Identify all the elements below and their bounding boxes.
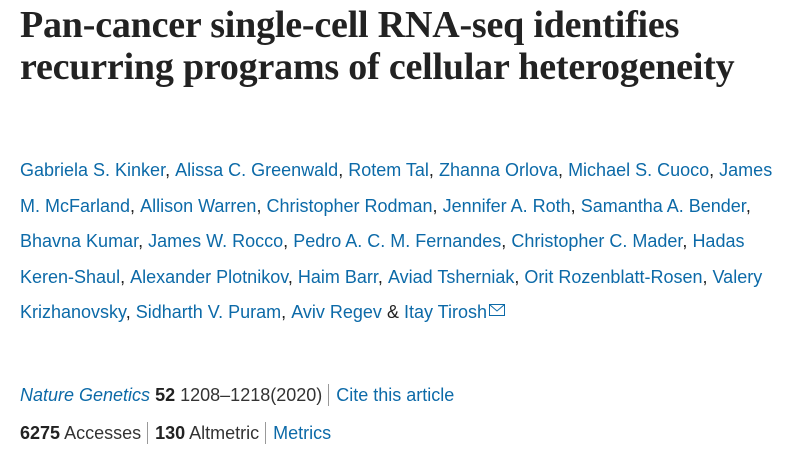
author-name[interactable]: Haim Barr [297,266,378,287]
author-item: Rotem Tal [348,160,434,180]
metrics-link[interactable]: Metrics [273,423,332,443]
author-name[interactable]: Samantha A. Bender [580,195,746,216]
author-item: Gabriela S. Kinker [20,160,170,180]
journal-name[interactable]: Nature Genetics [20,385,151,405]
author-name[interactable]: Jennifer A. Roth [442,195,571,216]
author-name[interactable]: Gabriela S. Kinker [20,160,166,180]
article-title: Pan-cancer single-cell RNA-seq identifie… [20,4,735,88]
cite-link[interactable]: Cite this article [336,385,455,405]
author-name[interactable]: Michael S. Cuoco [568,160,710,180]
author-name[interactable]: Itay Tirosh [403,302,487,322]
author-name[interactable]: Pedro A. C. M. Fernandes [293,231,502,251]
author-name[interactable]: Rotem Tal [348,160,429,180]
author-item: Orit Rozenblatt-Rosen [524,267,707,287]
author-item: Aviad Tsherniak [388,267,519,287]
metrics-line: 6275 Accesses 130 Altmetric Metrics [20,421,331,445]
author-name[interactable]: James W. Rocco [148,231,284,251]
author-name[interactable]: Sidharth V. Puram [135,302,282,322]
author-item: Allison Warren [140,196,261,216]
author-name[interactable]: Bhavna Kumar [20,231,139,251]
author-conjunction: & [386,302,399,322]
author-name[interactable]: Zhanna Orlova [438,160,559,180]
author-name[interactable]: Orit Rozenblatt-Rosen [524,266,703,287]
altmetric-label: Altmetric [189,423,260,443]
divider [265,422,267,444]
author-item: Bhavna Kumar [20,231,143,251]
author-item: Zhanna Orlova [439,160,563,180]
author-item: Aviv Regev [291,302,382,322]
author-name[interactable]: Aviad Tsherniak [387,266,515,287]
author-item: Sidharth V. Puram [136,302,286,322]
author-item: James W. Rocco [148,231,288,251]
divider [328,384,330,406]
volume: 52 [155,385,176,405]
author-item: Michael S. Cuoco [568,160,714,180]
author-name[interactable]: Aviv Regev [291,302,382,322]
pages: 1208–1218(2020) [180,385,323,405]
email-icon[interactable] [489,304,505,316]
author-list: Gabriela S. Kinker Alissa C. Greenwald R… [20,153,790,331]
author-name[interactable]: Alexander Plotnikov [130,266,288,287]
altmetric-count: 130 [155,423,186,443]
author-name[interactable]: Hadas Keren-Shaul [20,231,745,287]
author-item: & Itay Tirosh [387,302,505,322]
author-item: Samantha A. Bender [581,196,751,216]
author-item: Pedro A. C. M. Fernandes [293,231,506,251]
journal-line: Nature Genetics 52 1208–1218(2020) Cite t… [20,383,454,407]
accesses-label: Accesses [64,423,142,443]
author-name[interactable]: James M. McFarland [20,160,773,216]
author-item: Alissa C. Greenwald [175,160,343,180]
author-name[interactable]: Valery Krizhanovsky [20,266,763,323]
accesses-count: 6275 [20,423,61,443]
author-name[interactable]: Alissa C. Greenwald [175,160,339,180]
author-name[interactable]: Christopher Rodman [266,195,433,216]
divider [147,422,149,444]
author-item: Jennifer A. Roth [443,196,576,216]
author-item: Christopher C. Mader [511,231,687,251]
author-name[interactable]: Allison Warren [140,195,257,216]
author-item: Haim Barr [298,267,383,287]
author-name[interactable]: Christopher C. Mader [511,231,683,251]
author-item: Alexander Plotnikov [130,267,293,287]
author-item: Christopher Rodman [266,196,437,216]
